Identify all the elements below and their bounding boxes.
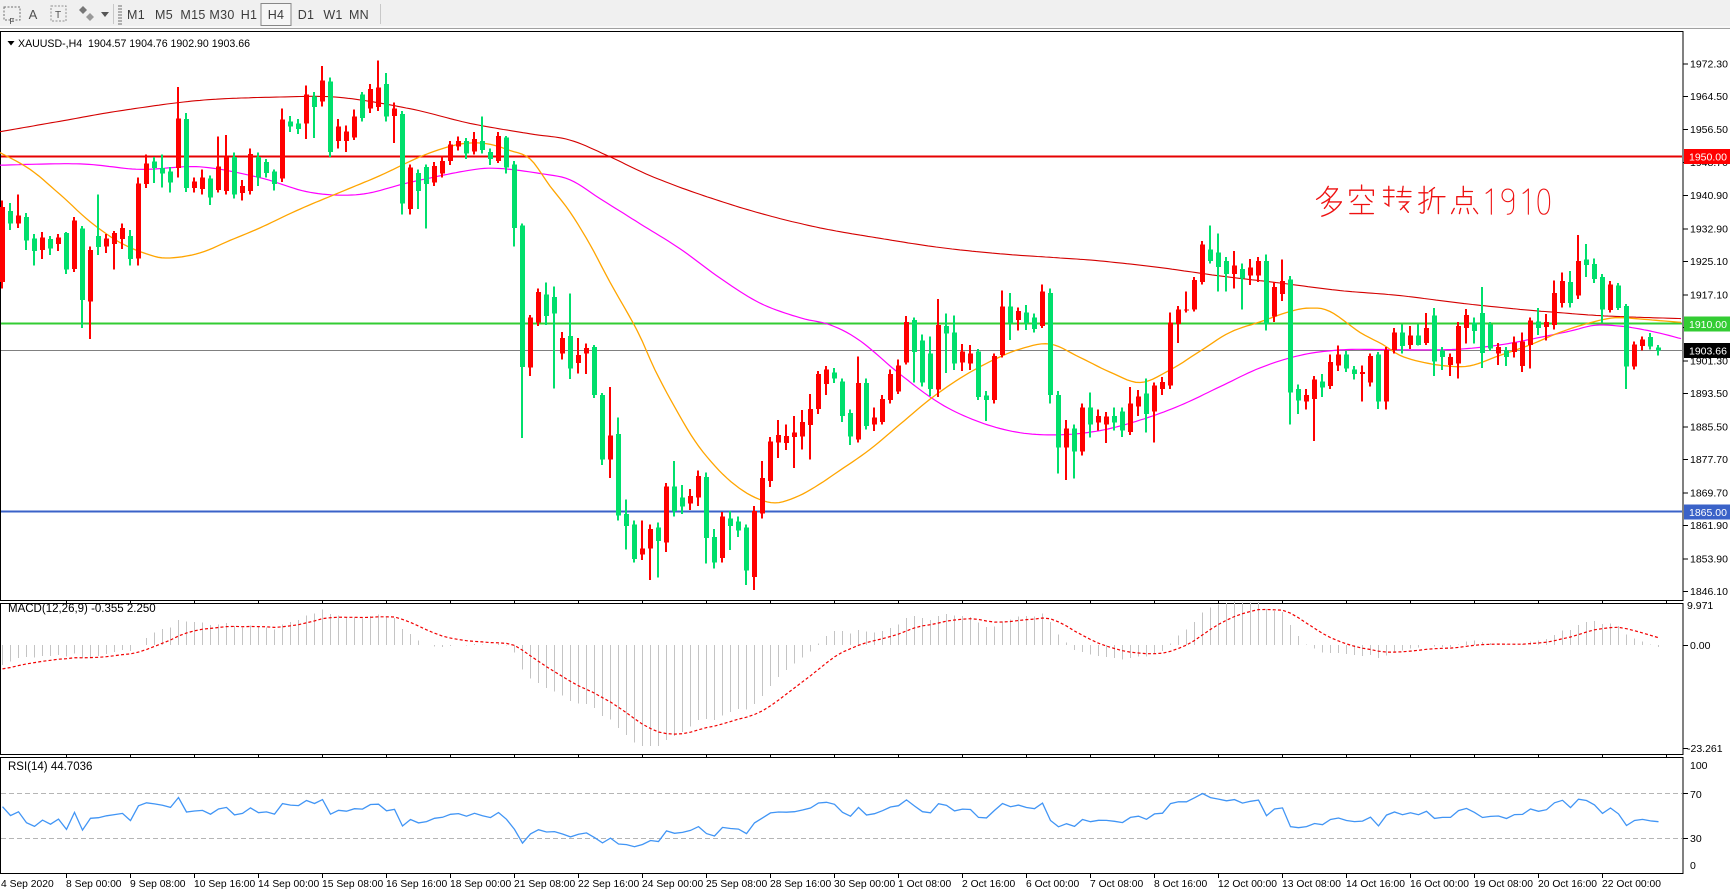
svg-text:T: T	[55, 10, 61, 21]
svg-text:19 Oct 08:00: 19 Oct 08:00	[1474, 879, 1533, 890]
svg-text:M1: M1	[127, 8, 145, 22]
svg-text:XAUUSD-,H4 1904.57 1904.76 19: XAUUSD-,H4 1904.57 1904.76 1902.90 1903.…	[18, 38, 250, 50]
svg-text:M30: M30	[209, 8, 234, 22]
svg-text:1950.00: 1950.00	[1689, 152, 1727, 164]
svg-text:1940.90: 1940.90	[1690, 190, 1728, 202]
svg-text:14 Sep 00:00: 14 Sep 00:00	[258, 879, 320, 890]
svg-text:30 Sep 00:00: 30 Sep 00:00	[834, 879, 896, 890]
svg-text:MACD(12,26,9) -0.355 2.250: MACD(12,26,9) -0.355 2.250	[8, 603, 156, 615]
svg-text:1893.50: 1893.50	[1690, 388, 1728, 400]
svg-text:1925.10: 1925.10	[1690, 256, 1728, 268]
svg-text:M15: M15	[180, 8, 205, 22]
svg-text:D1: D1	[298, 8, 315, 22]
svg-text:1846.10: 1846.10	[1690, 586, 1728, 598]
svg-text:-23.261: -23.261	[1687, 743, 1723, 755]
svg-text:18 Sep 00:00: 18 Sep 00:00	[450, 879, 512, 890]
svg-text:12 Oct 00:00: 12 Oct 00:00	[1218, 879, 1277, 890]
svg-text:7 Oct 08:00: 7 Oct 08:00	[1090, 879, 1144, 890]
svg-text:F: F	[10, 17, 15, 26]
svg-text:21 Sep 08:00: 21 Sep 08:00	[514, 879, 576, 890]
svg-text:H1: H1	[241, 8, 258, 22]
svg-text:24 Sep 00:00: 24 Sep 00:00	[642, 879, 704, 890]
svg-text:100: 100	[1690, 760, 1708, 772]
svg-text:16 Sep 16:00: 16 Sep 16:00	[386, 879, 448, 890]
svg-text:22 Oct 00:00: 22 Oct 00:00	[1602, 879, 1661, 890]
svg-text:9 Sep 08:00: 9 Sep 08:00	[130, 879, 186, 890]
svg-text:1903.66: 1903.66	[1689, 346, 1727, 358]
svg-text:1865.00: 1865.00	[1689, 507, 1727, 519]
svg-text:H4: H4	[268, 8, 285, 22]
svg-text:1885.50: 1885.50	[1690, 421, 1728, 433]
svg-text:1910.00: 1910.00	[1689, 319, 1727, 331]
svg-text:1964.50: 1964.50	[1690, 91, 1728, 103]
svg-text:1877.70: 1877.70	[1690, 454, 1728, 466]
svg-text:1917.10: 1917.10	[1690, 289, 1728, 301]
svg-text:1972.30: 1972.30	[1690, 59, 1728, 71]
svg-text:6 Oct 00:00: 6 Oct 00:00	[1026, 879, 1080, 890]
svg-text:4 Sep 2020: 4 Sep 2020	[1, 879, 54, 890]
svg-text:W1: W1	[323, 8, 342, 22]
svg-text:1853.90: 1853.90	[1690, 554, 1728, 566]
svg-text:30: 30	[1690, 833, 1702, 845]
svg-text:16 Oct 00:00: 16 Oct 00:00	[1410, 879, 1469, 890]
svg-text:1861.90: 1861.90	[1690, 520, 1728, 532]
svg-text:28 Sep 16:00: 28 Sep 16:00	[770, 879, 832, 890]
svg-text:M5: M5	[155, 8, 173, 22]
svg-text:10 Sep 16:00: 10 Sep 16:00	[194, 879, 256, 890]
svg-text:15 Sep 08:00: 15 Sep 08:00	[322, 879, 384, 890]
svg-text:22 Sep 16:00: 22 Sep 16:00	[578, 879, 640, 890]
svg-text:1932.90: 1932.90	[1690, 223, 1728, 235]
svg-text:25 Sep 08:00: 25 Sep 08:00	[706, 879, 768, 890]
svg-text:2 Oct 16:00: 2 Oct 16:00	[962, 879, 1016, 890]
svg-text:1901.30: 1901.30	[1690, 355, 1728, 367]
svg-text:A: A	[29, 7, 38, 22]
svg-text:1 Oct 08:00: 1 Oct 08:00	[898, 879, 952, 890]
svg-text:0.00: 0.00	[1690, 640, 1711, 652]
svg-text:1956.50: 1956.50	[1690, 124, 1728, 136]
svg-text:20 Oct 16:00: 20 Oct 16:00	[1538, 879, 1597, 890]
svg-text:1869.70: 1869.70	[1690, 488, 1728, 500]
svg-text:8 Sep 00:00: 8 Sep 00:00	[66, 879, 122, 890]
svg-text:RSI(14) 44.7036: RSI(14) 44.7036	[8, 761, 92, 773]
svg-text:14 Oct 16:00: 14 Oct 16:00	[1346, 879, 1405, 890]
svg-text:9.971: 9.971	[1687, 600, 1713, 612]
svg-text:8 Oct 16:00: 8 Oct 16:00	[1154, 879, 1208, 890]
svg-text:70: 70	[1690, 789, 1702, 801]
svg-text:MN: MN	[349, 8, 369, 22]
svg-text:0: 0	[1690, 860, 1696, 872]
svg-text:13 Oct 08:00: 13 Oct 08:00	[1282, 879, 1341, 890]
